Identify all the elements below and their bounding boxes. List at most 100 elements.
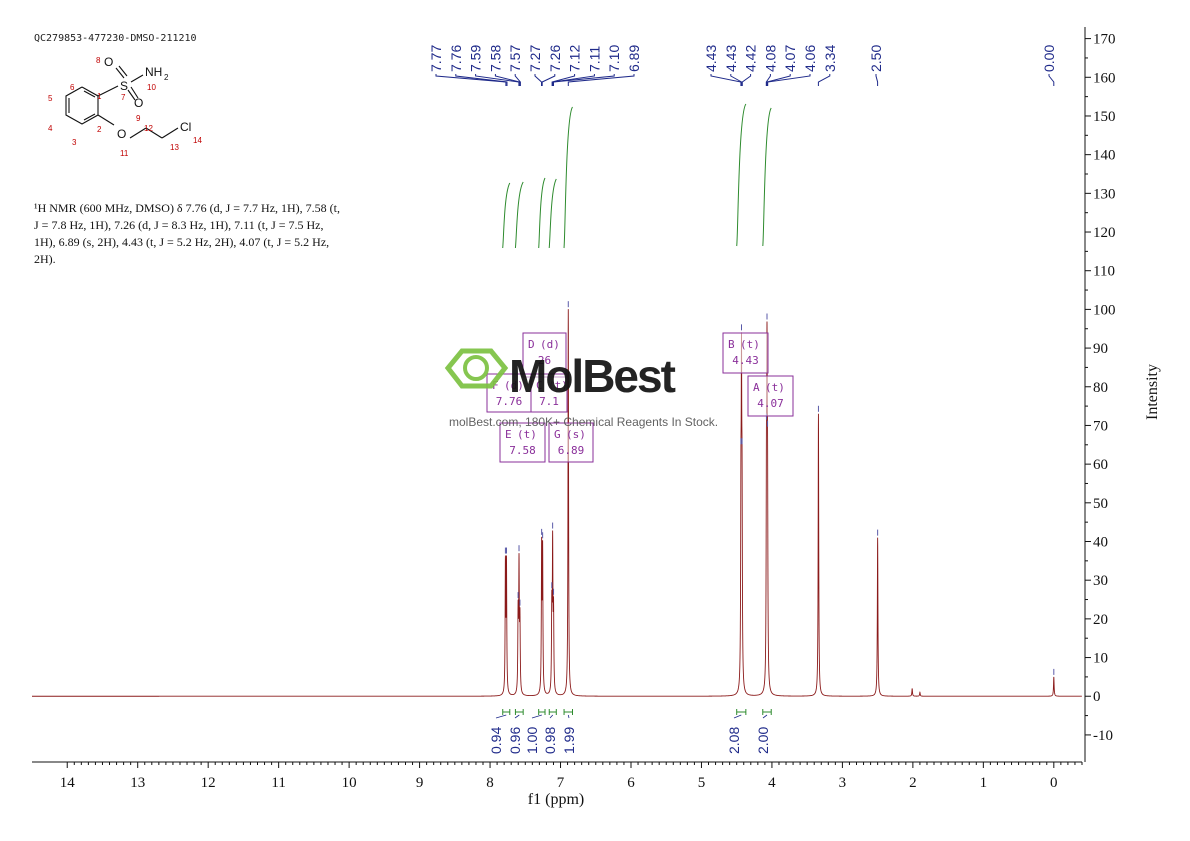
multiplet-shift: 7.1 bbox=[539, 395, 559, 408]
integral-value-label: 2.08 bbox=[726, 727, 742, 754]
multiplet-box: G (s) 6.89 bbox=[548, 422, 594, 463]
multiplet-letter: G bbox=[554, 428, 561, 441]
peak-label-leader bbox=[875, 74, 879, 86]
multiplet-box-border bbox=[548, 422, 594, 463]
y-tick-label: -10 bbox=[1093, 728, 1113, 744]
atom-number: 1 bbox=[97, 92, 102, 101]
peak-label-leader bbox=[551, 74, 576, 86]
y-tick-label: 0 bbox=[1093, 689, 1101, 705]
bond-o-c12 bbox=[129, 127, 147, 139]
multiplet-box: E (t) 7.58 bbox=[499, 422, 546, 463]
spectrum-trace bbox=[32, 309, 1082, 697]
peak-label-leader bbox=[710, 74, 742, 86]
integral-leader bbox=[495, 714, 507, 719]
multiplet-type: (t) bbox=[517, 428, 537, 441]
y-tick-label: 20 bbox=[1093, 612, 1108, 628]
x-tick-label: 13 bbox=[130, 775, 145, 791]
atom-nh: NH bbox=[145, 65, 162, 79]
nmr-description-line: ¹H NMR (600 MHz, DMSO) δ 7.76 (d, J = 7.… bbox=[34, 201, 340, 215]
atom-number: 3 bbox=[72, 138, 77, 147]
integral-leader bbox=[567, 714, 570, 719]
multiplet-shift: 7.76 bbox=[496, 395, 523, 408]
peak-label-leader bbox=[741, 74, 752, 86]
peak-label-leader bbox=[765, 74, 771, 86]
peak-label-leader bbox=[552, 74, 595, 86]
integral-leader bbox=[549, 714, 554, 719]
peak-label-leader bbox=[494, 74, 521, 86]
multiplet-type: (t) bbox=[765, 381, 785, 394]
peak-shift-label: 0.00 bbox=[1041, 45, 1057, 72]
peak-shift-label: 7.12 bbox=[567, 45, 583, 72]
watermark-brand: MolBest bbox=[509, 350, 676, 402]
x-tick-label: 5 bbox=[698, 775, 706, 791]
peak-shift-label: 4.43 bbox=[703, 45, 719, 72]
y-tick-label: 170 bbox=[1093, 32, 1116, 48]
multiplet-box-border bbox=[722, 332, 769, 374]
integral-curve bbox=[514, 181, 524, 249]
peak-shift-label: 3.34 bbox=[822, 45, 838, 72]
peak-shift-label: 4.06 bbox=[802, 45, 818, 72]
y-tick-label: 100 bbox=[1093, 302, 1116, 318]
y-tick-label: 150 bbox=[1093, 109, 1116, 125]
integral-value-label: 1.99 bbox=[561, 727, 577, 754]
integral-curve bbox=[736, 103, 747, 247]
peak-label-leader bbox=[817, 74, 831, 86]
x-tick-label: 14 bbox=[60, 775, 76, 791]
atom-number: 7 bbox=[121, 93, 126, 102]
peak-label-leader bbox=[534, 74, 542, 86]
peak-label-leader bbox=[730, 74, 743, 86]
nmr-description-line: 2H). bbox=[34, 252, 56, 266]
multiplet-letter: E bbox=[505, 428, 512, 441]
bond-s-o9 bbox=[127, 89, 136, 101]
peak-shift-label: 4.08 bbox=[762, 45, 778, 72]
multiplet-shift: 4.43 bbox=[732, 354, 759, 367]
multiplet-box-border bbox=[499, 422, 546, 463]
x-tick-label: 8 bbox=[486, 775, 494, 791]
multiplet-shift: 7.58 bbox=[509, 444, 536, 457]
watermark-tagline: molBest.com, 180K+ Chemical Reagents In … bbox=[449, 415, 718, 429]
y-tick-label: 60 bbox=[1093, 457, 1108, 473]
atom-number: 5 bbox=[48, 94, 53, 103]
atom-s: S bbox=[120, 79, 128, 93]
multiplet-letter: F bbox=[492, 379, 499, 392]
integral-leader bbox=[733, 714, 742, 719]
atom-number: 9 bbox=[136, 114, 141, 123]
y-tick-label: 160 bbox=[1093, 70, 1116, 86]
multiplet-box: D (d) 26 bbox=[522, 332, 567, 378]
bond-c13-cl bbox=[161, 127, 179, 139]
peak-label-leader bbox=[1048, 74, 1055, 86]
watermark: MolBest molBest.com, 180K+ Chemical Reag… bbox=[444, 348, 718, 429]
bond-c12-c13 bbox=[145, 127, 163, 139]
y-tick-label: 130 bbox=[1093, 186, 1116, 202]
multiplet-type: (t) bbox=[740, 338, 760, 351]
bond-s-o9 bbox=[130, 86, 139, 99]
bond-c2-o bbox=[97, 114, 115, 126]
sample-id: QC279853-477230-DMSO-211210 bbox=[34, 33, 197, 44]
multiplet-letter: D bbox=[528, 338, 535, 351]
peak-shift-label: 7.26 bbox=[547, 45, 563, 72]
y-tick-label: 70 bbox=[1093, 418, 1108, 434]
atom-number: 13 bbox=[170, 143, 179, 152]
integral-curve bbox=[538, 177, 546, 249]
bond-s-n bbox=[130, 74, 144, 83]
y-axis-title: Intensity bbox=[1144, 364, 1161, 420]
x-tick-label: 6 bbox=[627, 775, 635, 791]
peak-shift-label: 7.27 bbox=[527, 45, 543, 72]
peak-label-leader bbox=[455, 74, 508, 86]
peak-shift-label: 7.11 bbox=[586, 46, 602, 72]
x-tick-label: 3 bbox=[839, 775, 847, 791]
x-axis-title: f1 (ppm) bbox=[528, 791, 584, 808]
y-tick-label: 120 bbox=[1093, 225, 1116, 241]
integral-leader bbox=[514, 714, 520, 719]
x-tick-label: 0 bbox=[1050, 775, 1058, 791]
nmr-description-line: J = 7.8 Hz, 1H), 7.26 (d, J = 8.3 Hz, 1H… bbox=[34, 218, 324, 232]
nmr-description-line: 1H), 6.89 (s, 2H), 4.43 (t, J = 5.2 Hz, … bbox=[34, 235, 329, 249]
peak-shift-label: 7.76 bbox=[448, 45, 464, 72]
atom-number: 4 bbox=[48, 124, 53, 133]
atom-cl: Cl bbox=[180, 120, 191, 134]
peak-shift-label: 7.77 bbox=[428, 45, 444, 72]
peak-shift-label: 4.07 bbox=[782, 45, 798, 72]
integral-value-label: 0.98 bbox=[542, 727, 558, 754]
atom-number: 6 bbox=[70, 83, 75, 92]
integral-curve bbox=[502, 182, 511, 249]
